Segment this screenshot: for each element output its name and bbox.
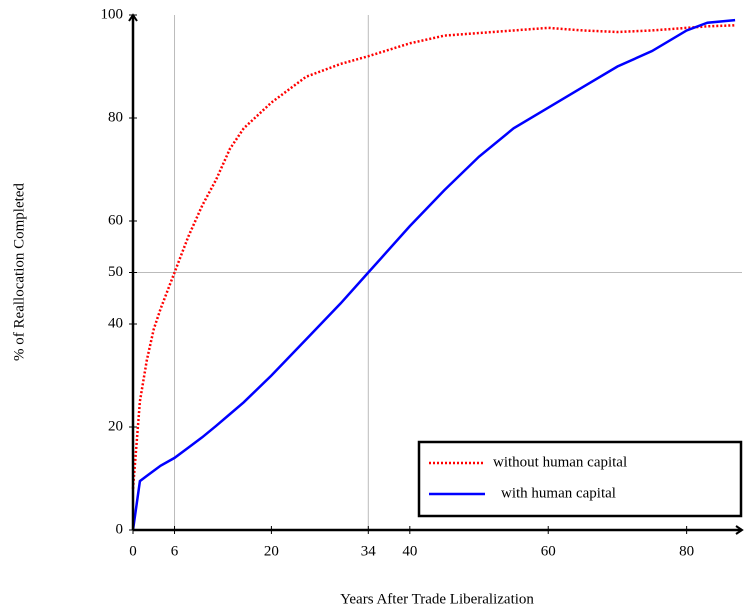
x-axis-label: Years After Trade Liberalization (340, 591, 534, 607)
x-tick-label: 80 (679, 543, 694, 559)
x-tick-label: 6 (171, 543, 179, 559)
y-tick-label: 100 (101, 6, 124, 22)
y-tick-label: 80 (108, 109, 123, 125)
y-tick-label: 40 (108, 315, 123, 331)
y-axis-label: % of Reallocation Completed (11, 183, 27, 361)
x-tick-label: 60 (541, 543, 556, 559)
x-tick-label: 40 (402, 543, 417, 559)
x-tick-label: 20 (264, 543, 279, 559)
y-tick-label: 50 (108, 264, 123, 280)
x-tick-label: 34 (361, 543, 377, 559)
y-tick-label: 0 (116, 521, 124, 537)
legend-box (417, 440, 743, 518)
legend-label: without human capital (493, 454, 627, 470)
data-line (131, 18, 736, 531)
data-line (131, 24, 736, 489)
legend-label: with human capital (501, 485, 616, 501)
y-tick-label: 60 (108, 212, 123, 228)
y-tick-label: 20 (108, 418, 123, 434)
x-tick-label: 0 (129, 543, 137, 559)
